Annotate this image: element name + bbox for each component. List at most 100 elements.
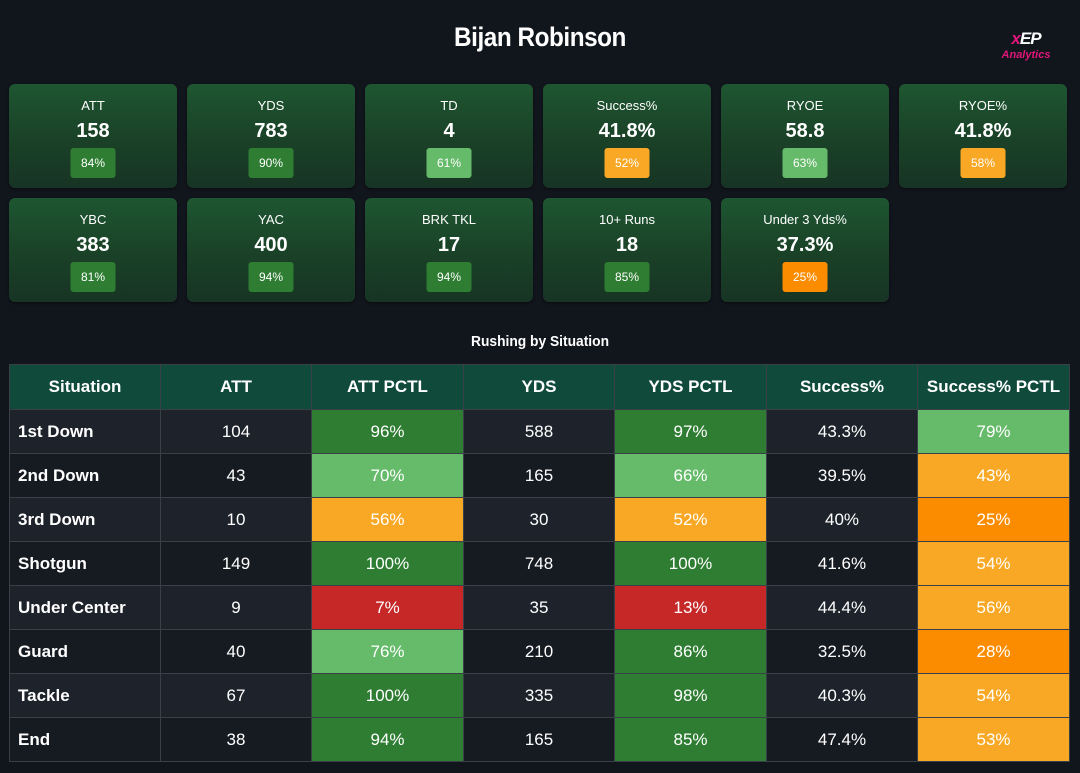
success-cell: 41.6% [766, 541, 918, 586]
success-cell: 40% [766, 497, 918, 542]
success-pctl-cell: 28% [917, 629, 1070, 674]
yds-cell: 165 [463, 453, 615, 498]
percentile-badge: 90% [248, 148, 294, 178]
stat-card: RYOE% 41.8% 58% [899, 84, 1067, 188]
stat-card-label: YBC [79, 212, 107, 227]
stat-card: TD 4 61% [365, 84, 533, 188]
situation-cell: 1st Down [9, 409, 161, 454]
yds-cell: 588 [463, 409, 615, 454]
att-pctl-cell: 100% [311, 541, 464, 586]
success-cell: 43.3% [766, 409, 918, 454]
logo-mark: xEP [996, 30, 1056, 48]
table-row: Tackle 67 100% 335 98% 40.3% 54% [9, 673, 1070, 718]
situation-cell: Shotgun [9, 541, 161, 586]
column-header-situation: Situation [9, 364, 161, 410]
stat-card-value: 58.8 [785, 120, 825, 142]
page-title: Bijan Robinson [454, 22, 626, 52]
situation-cell: End [9, 717, 161, 762]
yds-pctl-cell: 100% [614, 541, 767, 586]
percentile-badge: 58% [960, 148, 1006, 178]
situation-cell: 3rd Down [9, 497, 161, 542]
percentile-badge: 63% [782, 148, 828, 178]
situation-table: Situation ATT ATT PCTL YDS YDS PCTL Succ… [9, 364, 1070, 762]
percentile-badge: 94% [248, 262, 294, 292]
percentile-badge: 85% [604, 262, 650, 292]
stat-card-label: ATT [81, 98, 105, 113]
yds-pctl-cell: 86% [614, 629, 767, 674]
att-pctl-cell: 7% [311, 585, 464, 630]
att-pctl-cell: 94% [311, 717, 464, 762]
stat-card-label: TD [440, 98, 458, 113]
stat-card: YDS 783 90% [187, 84, 355, 188]
column-header-success-pctl: Success% PCTL [917, 364, 1070, 410]
att-cell: 149 [160, 541, 312, 586]
stat-card-value: 41.8% [954, 120, 1012, 142]
yds-pctl-cell: 66% [614, 453, 767, 498]
success-pctl-cell: 54% [917, 541, 1070, 586]
success-pctl-cell: 56% [917, 585, 1070, 630]
table-row: 1st Down 104 96% 588 97% 43.3% 79% [9, 409, 1070, 454]
percentile-badge: 81% [70, 262, 116, 292]
stat-card: YAC 400 94% [187, 198, 355, 302]
stat-card-value: 4 [443, 120, 455, 142]
logo-mark-x: x [1011, 29, 1021, 48]
att-pctl-cell: 100% [311, 673, 464, 718]
percentile-badge: 84% [70, 148, 116, 178]
situation-cell: Tackle [9, 673, 161, 718]
yds-pctl-cell: 52% [614, 497, 767, 542]
att-pctl-cell: 70% [311, 453, 464, 498]
yds-cell: 30 [463, 497, 615, 542]
stat-card: 10+ Runs 18 85% [543, 198, 711, 302]
stat-card-value: 37.3% [776, 234, 834, 256]
table-row: Guard 40 76% 210 86% 32.5% 28% [9, 629, 1070, 674]
yds-pctl-cell: 13% [614, 585, 767, 630]
situation-cell: Under Center [9, 585, 161, 630]
att-cell: 104 [160, 409, 312, 454]
success-cell: 32.5% [766, 629, 918, 674]
stat-card-value: 783 [254, 120, 288, 142]
stat-card: Under 3 Yds% 37.3% 25% [721, 198, 889, 302]
yds-pctl-cell: 85% [614, 717, 767, 762]
yds-cell: 165 [463, 717, 615, 762]
att-pctl-cell: 56% [311, 497, 464, 542]
yds-pctl-cell: 97% [614, 409, 767, 454]
column-header-yds-pctl: YDS PCTL [614, 364, 767, 410]
column-header-att-pctl: ATT PCTL [311, 364, 464, 410]
att-cell: 67 [160, 673, 312, 718]
xep-analytics-logo: xEP Analytics [996, 30, 1056, 62]
att-cell: 43 [160, 453, 312, 498]
percentile-badge: 61% [426, 148, 472, 178]
att-pctl-cell: 96% [311, 409, 464, 454]
column-header-success: Success% [766, 364, 918, 410]
column-header-yds: YDS [463, 364, 615, 410]
stat-card-label: YAC [258, 212, 284, 227]
logo-mark-rest: EP [1019, 29, 1042, 48]
situation-cell: Guard [9, 629, 161, 674]
table-row: Shotgun 149 100% 748 100% 41.6% 54% [9, 541, 1070, 586]
stat-card: YBC 383 81% [9, 198, 177, 302]
stat-card-value: 17 [437, 234, 461, 256]
logo-subtitle: Analytics [1001, 49, 1051, 61]
table-row: 2nd Down 43 70% 165 66% 39.5% 43% [9, 453, 1070, 498]
stat-card: RYOE 58.8 63% [721, 84, 889, 188]
att-cell: 10 [160, 497, 312, 542]
success-cell: 44.4% [766, 585, 918, 630]
yds-cell: 210 [463, 629, 615, 674]
stat-card-label: RYOE% [958, 98, 1008, 113]
success-pctl-cell: 25% [917, 497, 1070, 542]
stat-card-label: RYOE [786, 98, 824, 113]
stat-card-label: Success% [596, 98, 658, 113]
column-header-att: ATT [160, 364, 312, 410]
table-body: 1st Down 104 96% 588 97% 43.3% 79% 2nd Down 43 70… [9, 409, 1070, 762]
percentile-badge: 25% [782, 262, 828, 292]
stat-card-label: 10+ Runs [598, 212, 655, 227]
success-cell: 39.5% [766, 453, 918, 498]
success-pctl-cell: 43% [917, 453, 1070, 498]
table-row: 3rd Down 10 56% 30 52% 40% 25% [9, 497, 1070, 542]
success-pctl-cell: 53% [917, 717, 1070, 762]
yds-cell: 748 [463, 541, 615, 586]
stat-card-value: 400 [254, 234, 288, 256]
stat-card-value: 383 [76, 234, 110, 256]
success-cell: 40.3% [766, 673, 918, 718]
